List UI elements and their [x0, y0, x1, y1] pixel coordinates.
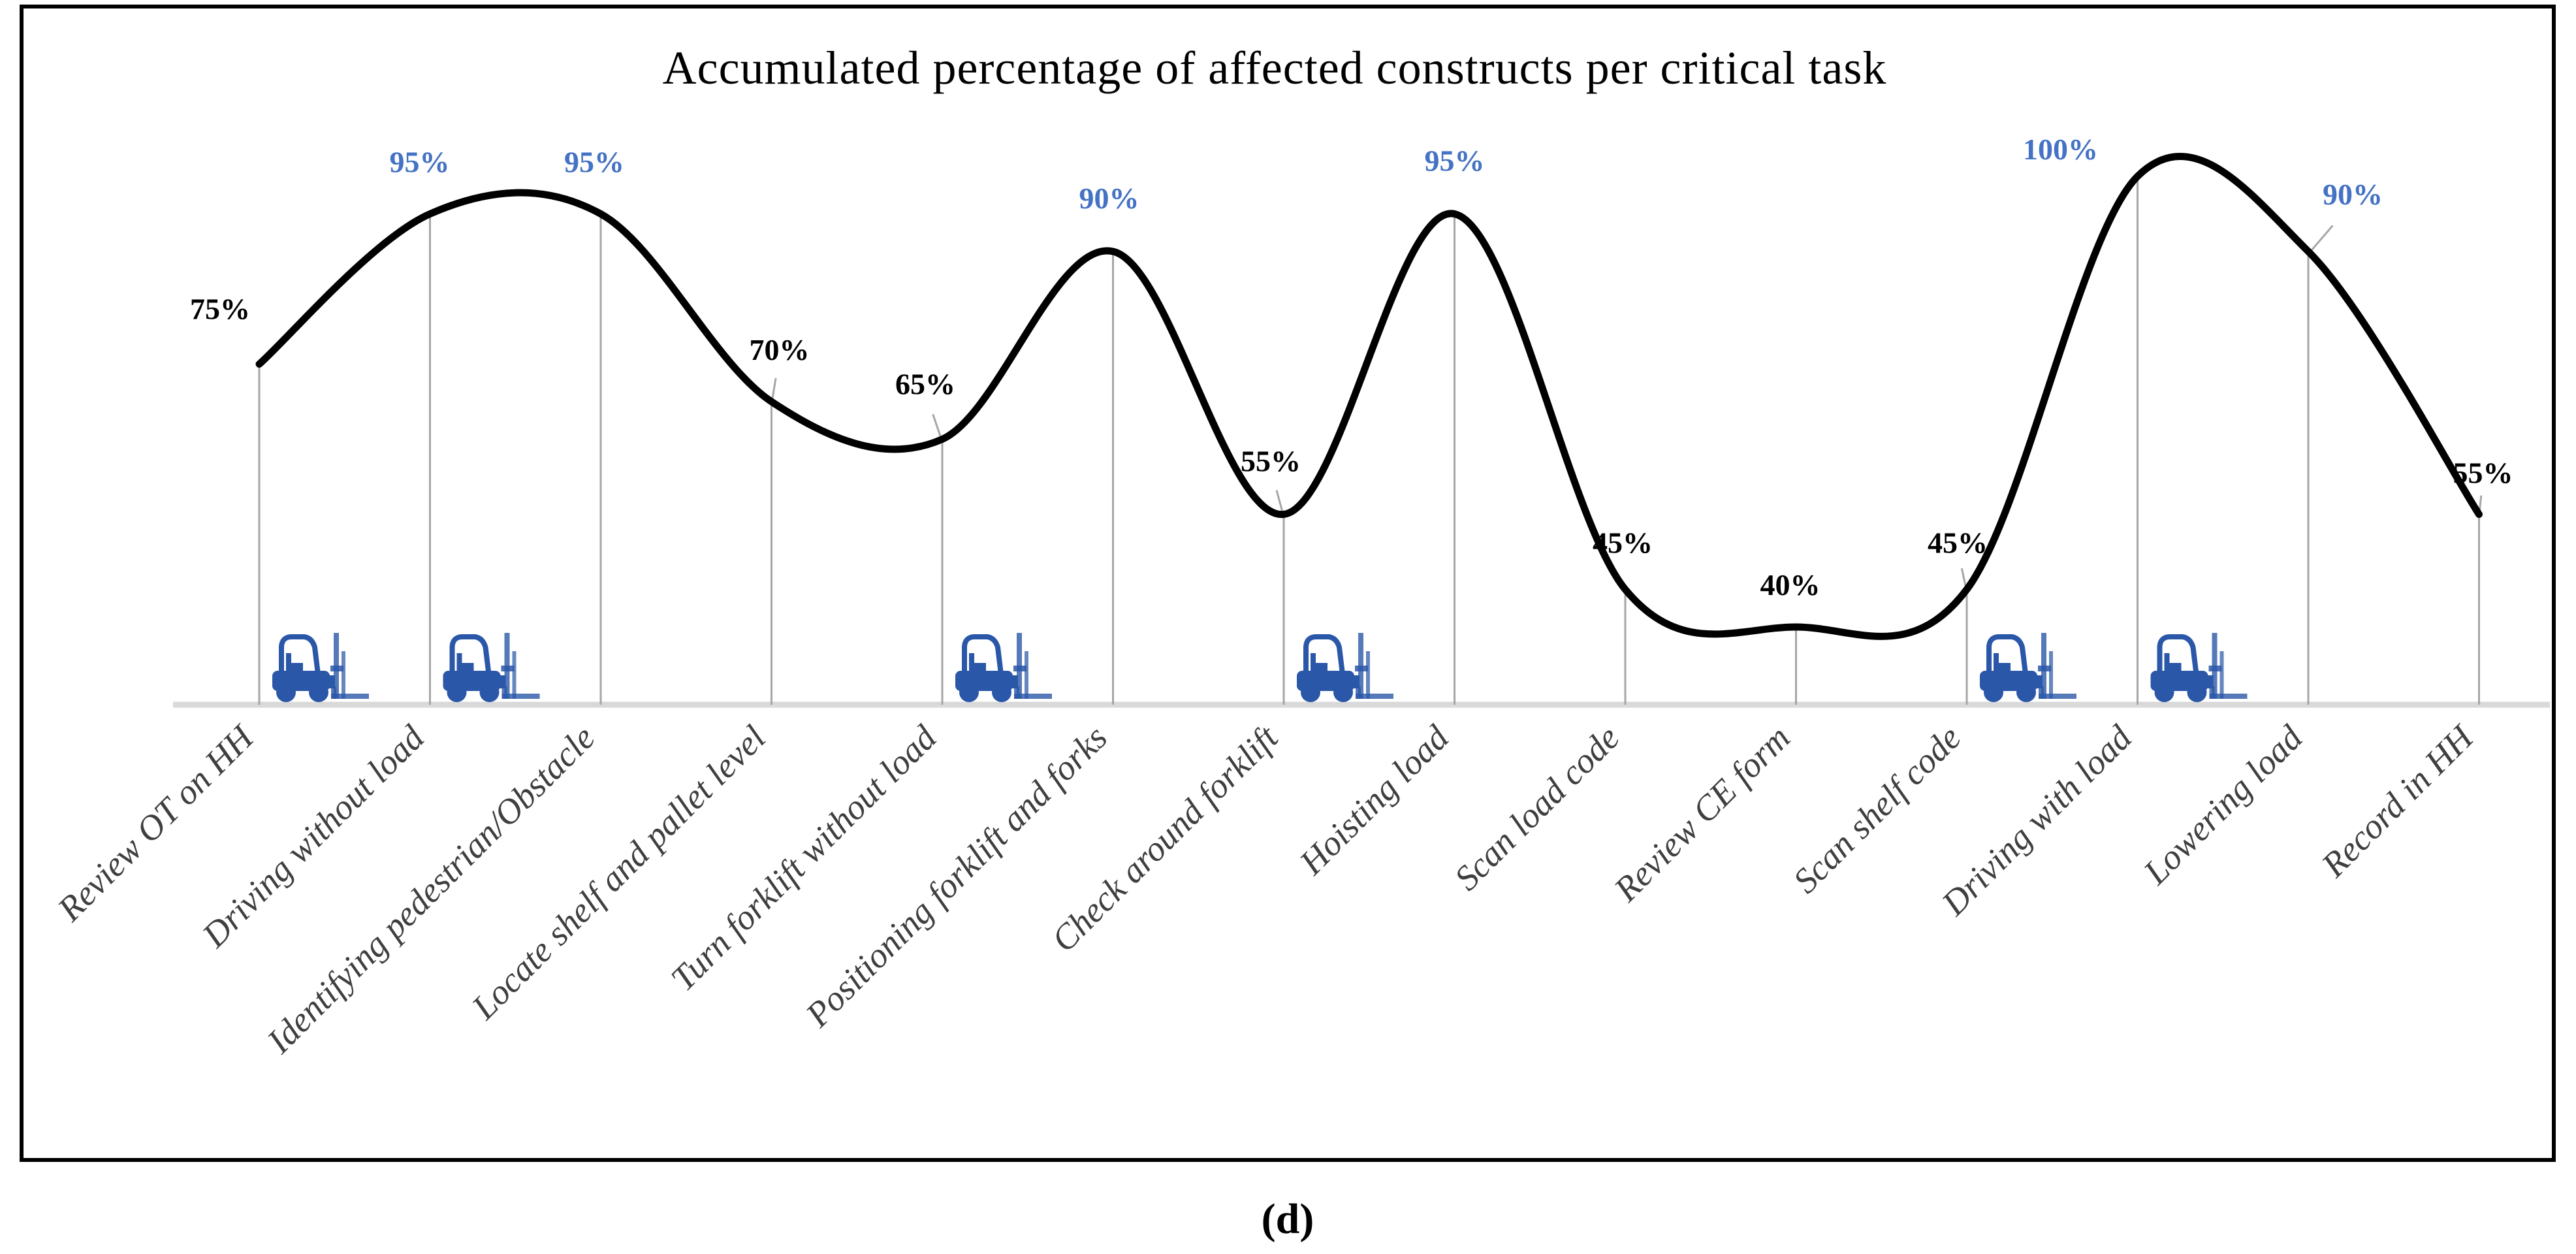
point-label: 95% — [564, 146, 624, 179]
point-label: 75% — [190, 293, 250, 326]
point-label: 55% — [1241, 445, 1301, 478]
point-label: 45% — [1928, 526, 1988, 560]
label-leader-line — [1275, 490, 1284, 515]
point-label: 95% — [1425, 144, 1485, 178]
label-leader-line — [2310, 225, 2334, 252]
point-labels-layer: 75% 95% 95% 70% 65% 90% 55% 95% 45% 40% 45% 100% 90%… — [190, 133, 2513, 602]
point-label: 45% — [1593, 526, 1653, 560]
point-label: 90% — [1079, 182, 1139, 215]
label-leader-line — [932, 413, 943, 440]
point-label: 40% — [1760, 568, 1821, 602]
point-label: 65% — [895, 368, 955, 401]
point-label: 55% — [2453, 457, 2513, 490]
point-label: 95% — [390, 146, 450, 179]
figure-caption: (d) — [1262, 1195, 1314, 1243]
chart-border — [20, 5, 2556, 1162]
point-label: 90% — [2323, 178, 2383, 211]
drop-lines-layer — [258, 176, 2480, 705]
curve-layer — [255, 152, 2483, 640]
trend-curve — [255, 152, 2483, 640]
point-label: 100% — [2023, 133, 2098, 166]
chart-title: Accumulated percentage of affected const… — [663, 42, 1887, 94]
label-leader-line — [771, 378, 777, 402]
point-label: 70% — [750, 333, 810, 366]
